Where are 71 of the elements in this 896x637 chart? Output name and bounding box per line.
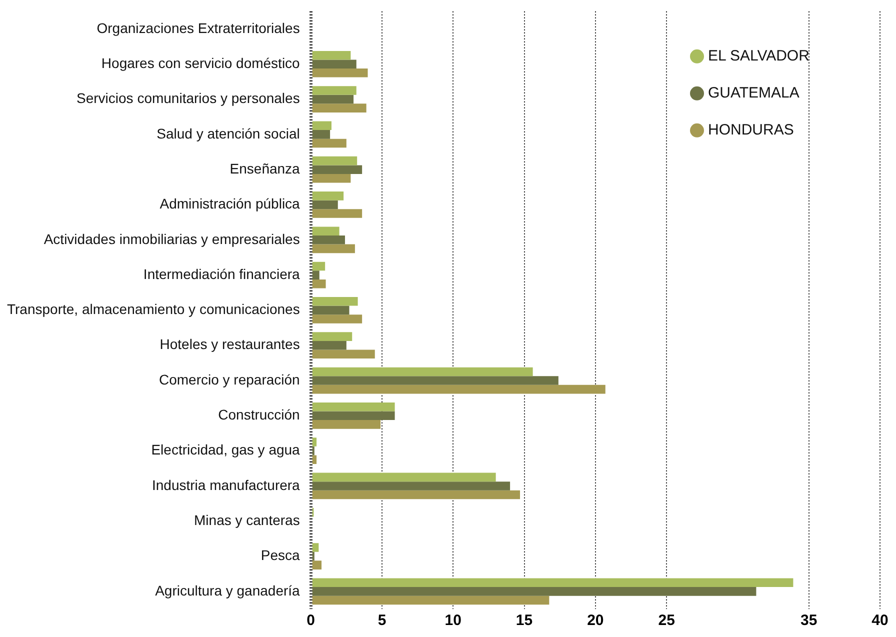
bar [312, 244, 355, 254]
y-tick-label: Actividades inmobiliarias y empresariales [44, 230, 300, 247]
x-tick-label: 10 [444, 612, 462, 630]
y-tick-label: Construcción [218, 406, 300, 423]
bar [312, 367, 533, 376]
bar [312, 482, 510, 490]
y-tick-label: Minas y canteras [194, 512, 300, 528]
x-tick-label: 35 [800, 612, 818, 630]
bar [312, 543, 319, 552]
x-tick-label: 15 [516, 612, 533, 630]
bar [312, 314, 362, 324]
bar [312, 236, 345, 244]
bar [312, 340, 346, 350]
bar [312, 596, 550, 605]
y-tick-label: Pesca [260, 547, 300, 564]
bar [312, 121, 332, 130]
bar [312, 68, 368, 78]
bar [312, 490, 520, 500]
y-tick-label: Intermediación financiera [143, 266, 300, 282]
y-tick-label: Hogares con servicio doméstico [101, 54, 300, 71]
bar [312, 297, 358, 306]
bar [312, 420, 381, 429]
bar [312, 86, 356, 95]
x-tick-label: 20 [587, 612, 604, 630]
bar [312, 411, 395, 420]
bar [312, 94, 354, 104]
x-tick-label: 40 [872, 612, 888, 630]
y-tick-label: Administración pública [160, 196, 300, 212]
bar [312, 138, 346, 148]
bar [312, 306, 350, 315]
bar [312, 560, 322, 570]
y-tick-label: Servicios comunitarios y personales [76, 90, 300, 106]
y-tick-label: Industria manufacturera [152, 476, 300, 493]
y-tick-label: Enseñanza [230, 160, 300, 176]
x-tick-label: 25 [658, 612, 675, 630]
legend-label: EL SALVADOR [708, 48, 810, 65]
bar [312, 156, 358, 166]
bar [312, 438, 317, 446]
bar [312, 332, 352, 341]
bar [312, 350, 375, 359]
bar [312, 200, 338, 210]
y-tick-label: Hoteles y restaurantes [160, 336, 300, 352]
y-tick-label: Salud y atención social [156, 125, 300, 142]
bar [312, 376, 558, 385]
bar [312, 455, 317, 464]
bar [312, 402, 395, 412]
bar [312, 50, 351, 60]
bar [312, 104, 366, 112]
bar [312, 60, 356, 69]
bar [312, 472, 496, 482]
bar [312, 226, 340, 236]
bar [312, 165, 362, 174]
bar [312, 192, 344, 200]
x-tick-label: 5 [378, 612, 386, 630]
bar [312, 384, 606, 394]
bar [312, 174, 351, 183]
bar [312, 209, 362, 218]
legend-label: GUATEMALA [708, 84, 800, 102]
bar [312, 578, 794, 588]
y-tick-label: Agricultura y ganadería [155, 582, 300, 598]
bar [312, 270, 320, 280]
y-tick-label: Comercio y reparación [159, 371, 300, 388]
bar [312, 130, 330, 139]
x-tick-label: 0 [306, 612, 316, 630]
bar [312, 587, 756, 596]
y-tick-label: Transporte, almacenamiento y comunicaciones [6, 301, 300, 318]
y-tick-label: Electricidad, gas y agua [151, 442, 300, 458]
legend-label: HONDURAS [708, 122, 794, 139]
bar [312, 262, 326, 271]
bar [312, 279, 326, 288]
y-tick-label: Organizaciones Extraterritoriales [96, 20, 300, 36]
